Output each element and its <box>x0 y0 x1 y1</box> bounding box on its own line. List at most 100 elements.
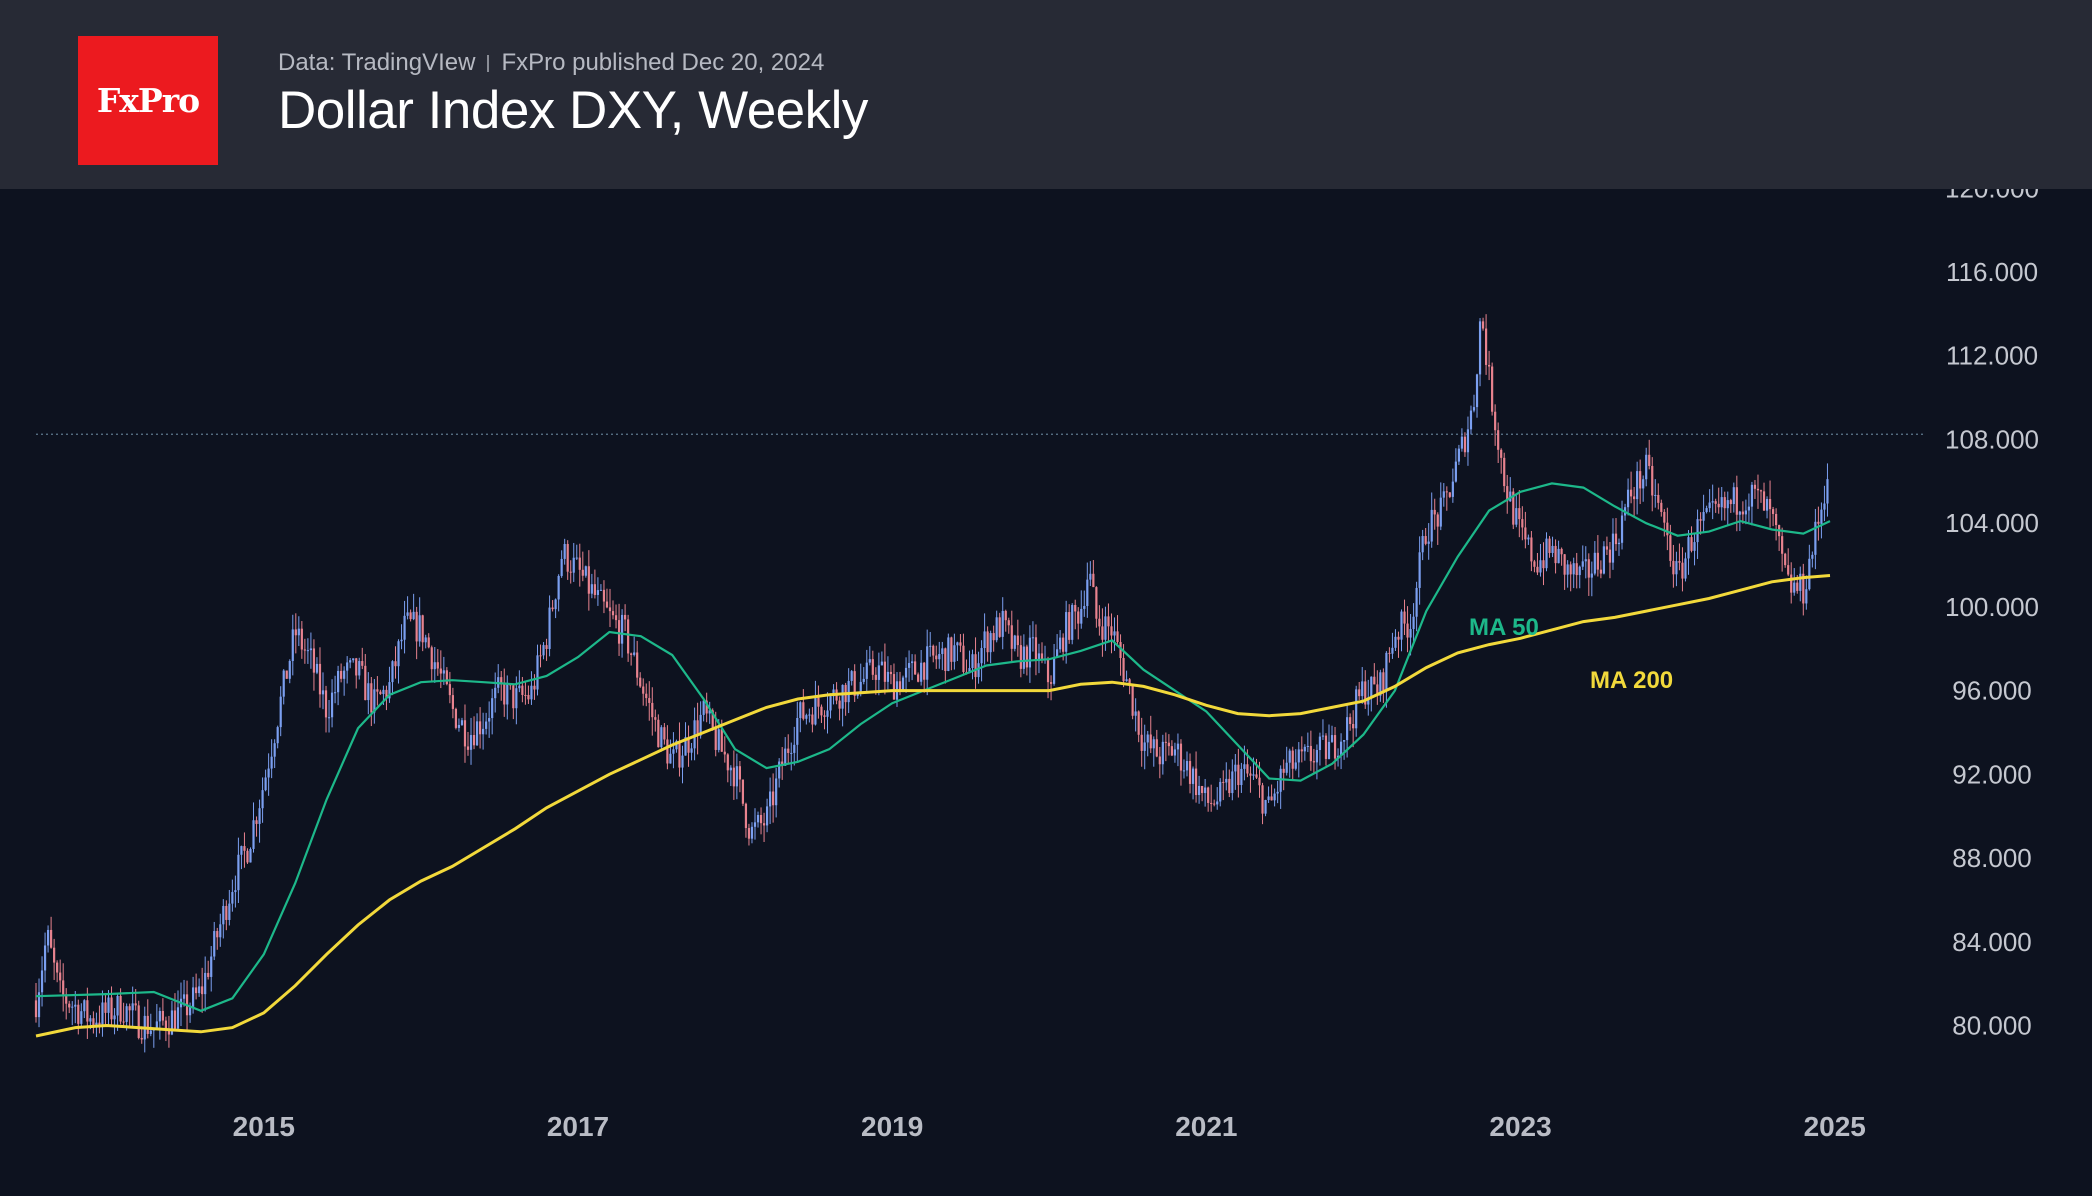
candle-body <box>315 663 319 673</box>
candle-body <box>1497 430 1500 450</box>
candle-body <box>321 690 325 695</box>
candle-body <box>113 1015 116 1020</box>
candle-body <box>1442 491 1445 498</box>
candle-body <box>1019 645 1022 669</box>
candle-body <box>1418 552 1421 588</box>
candle-body <box>1524 527 1527 540</box>
candle-body <box>167 1030 171 1035</box>
candle-body <box>56 962 59 973</box>
candle-body <box>639 677 642 687</box>
candle-body <box>485 721 488 729</box>
candle-body <box>472 735 476 746</box>
candle-body <box>68 1003 71 1008</box>
candle-body <box>744 803 748 829</box>
candle-body <box>297 628 300 636</box>
candle-body <box>769 791 772 807</box>
candle-body <box>1599 569 1602 574</box>
candle-body <box>660 727 663 748</box>
candle-body <box>859 681 862 694</box>
candle-body <box>666 739 669 764</box>
candle-body <box>1811 554 1814 559</box>
candle-body <box>711 710 714 728</box>
candle-body <box>188 1007 192 1016</box>
candle-body <box>1814 521 1817 555</box>
candle-body <box>1494 411 1497 431</box>
y-tick-label: 104.000 <box>1945 508 2039 538</box>
candle-body <box>1412 616 1415 630</box>
candle-body <box>545 645 548 649</box>
candle-body <box>1717 503 1720 508</box>
candle-body <box>572 557 575 573</box>
candle-body <box>542 645 545 656</box>
candle-body <box>1472 407 1476 411</box>
candle-body <box>303 649 306 651</box>
candle-body <box>1793 582 1796 593</box>
candle-body <box>373 689 376 713</box>
header-bar: FxPro Data: TradingVIew FxPro published … <box>0 0 2092 189</box>
candle-body <box>451 695 455 709</box>
candle-body <box>1146 734 1149 743</box>
candle-body <box>116 995 119 1016</box>
candle-body <box>980 648 983 664</box>
candle-body <box>1107 616 1110 627</box>
candle-body <box>1349 717 1352 724</box>
candle-body <box>856 693 859 696</box>
fxpro-logo: FxPro <box>78 36 218 165</box>
candle-body <box>1188 761 1192 784</box>
candle-body <box>1361 681 1364 697</box>
candle-body <box>959 642 962 646</box>
candle-body <box>1249 773 1252 776</box>
candle-body <box>1542 560 1545 569</box>
candle-body <box>1228 778 1231 794</box>
candle-body <box>1294 762 1297 769</box>
candle-body <box>403 615 406 640</box>
candle-body <box>1756 488 1760 491</box>
candle-body <box>750 826 754 839</box>
candle-body <box>300 628 303 650</box>
candle-body <box>1122 658 1125 682</box>
candle-body <box>1092 573 1095 588</box>
candle-body <box>1149 734 1152 749</box>
candle-body <box>1173 749 1177 756</box>
candle-body <box>935 655 938 660</box>
candle-body <box>101 1002 104 1025</box>
candle-body <box>306 650 309 652</box>
candle-body <box>814 696 817 725</box>
candle-body <box>539 655 542 657</box>
candle-body <box>1590 573 1593 578</box>
candle-body <box>83 1000 86 1012</box>
candle-body <box>1303 746 1306 752</box>
candle-body <box>1031 637 1035 639</box>
candle-body <box>756 814 760 823</box>
candle-body <box>400 639 403 642</box>
candle-body <box>1104 616 1107 640</box>
y-tick-label: 80.000 <box>1952 1011 2032 1041</box>
candle-body <box>1684 558 1687 579</box>
candle-body <box>219 924 222 938</box>
candle-body <box>1201 785 1204 794</box>
candle-body <box>1578 566 1581 576</box>
candle-body <box>1415 587 1418 617</box>
candle-body <box>648 698 651 703</box>
candle-body <box>1131 685 1134 716</box>
candle-body <box>95 1022 98 1026</box>
candle-body <box>137 1005 140 1038</box>
candle-body <box>1596 552 1599 570</box>
candle-body <box>929 645 932 647</box>
candle-body <box>548 607 551 649</box>
candle-body <box>1207 787 1210 803</box>
candle-body <box>1808 558 1811 590</box>
candle-body <box>796 718 799 745</box>
candle-body <box>1083 605 1086 609</box>
candle-body <box>1052 657 1056 684</box>
candle-body <box>1548 538 1551 553</box>
candle-body <box>1004 610 1007 621</box>
candle-body <box>1252 774 1255 776</box>
candle-body <box>1687 537 1690 559</box>
candle-body <box>59 972 62 981</box>
candle-body <box>1551 545 1554 553</box>
candle-body <box>228 903 231 920</box>
candle-body <box>367 683 370 701</box>
candle-body <box>291 629 294 661</box>
candle-body <box>1125 679 1128 682</box>
